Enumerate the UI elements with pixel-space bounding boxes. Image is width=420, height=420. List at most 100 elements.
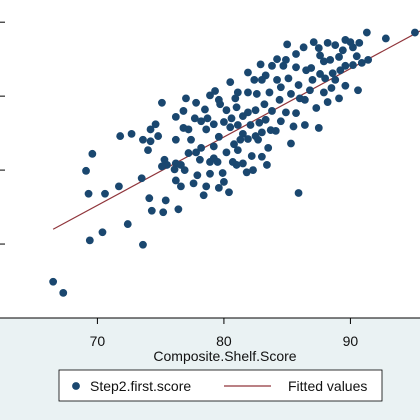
data-point xyxy=(328,69,337,78)
data-point xyxy=(146,125,155,134)
data-point xyxy=(233,88,242,97)
data-point xyxy=(327,84,336,92)
data-point xyxy=(171,135,180,144)
data-point xyxy=(326,56,335,64)
data-point xyxy=(206,158,214,166)
data-point xyxy=(222,148,231,157)
data-point xyxy=(352,52,361,61)
data-point xyxy=(251,106,260,115)
data-point xyxy=(193,171,202,180)
data-point xyxy=(276,117,285,126)
data-point xyxy=(268,107,276,115)
data-point xyxy=(161,196,170,205)
data-point xyxy=(216,100,225,109)
data-point xyxy=(294,189,303,197)
data-point xyxy=(238,159,247,168)
data-point xyxy=(231,94,240,103)
data-point xyxy=(294,81,303,89)
data-point xyxy=(171,176,180,185)
data-point xyxy=(101,189,109,198)
data-point xyxy=(273,55,281,64)
data-point xyxy=(202,182,211,191)
x-tick-label: 80 xyxy=(216,333,232,349)
data-point xyxy=(147,206,156,215)
legend-marker-scatter xyxy=(72,382,80,390)
data-point xyxy=(335,94,343,103)
data-point xyxy=(145,194,154,203)
data-point xyxy=(59,288,68,297)
data-point xyxy=(312,104,321,112)
data-point xyxy=(319,57,328,66)
data-point xyxy=(247,152,256,160)
data-point xyxy=(254,135,262,144)
data-point xyxy=(116,132,125,140)
data-point xyxy=(139,135,147,144)
data-point xyxy=(158,98,166,107)
data-point xyxy=(209,142,218,151)
data-point xyxy=(300,121,309,129)
data-point xyxy=(123,220,132,228)
data-point xyxy=(214,132,223,141)
data-point xyxy=(319,88,328,97)
data-point xyxy=(206,169,214,178)
data-point xyxy=(159,208,168,217)
data-point xyxy=(211,87,219,95)
data-point xyxy=(218,169,227,177)
data-point xyxy=(257,152,266,161)
data-point xyxy=(244,68,252,77)
data-point xyxy=(182,94,190,103)
x-axis: 70 80 90 xyxy=(0,317,420,349)
data-point xyxy=(192,98,200,107)
data-point xyxy=(222,106,231,115)
data-point xyxy=(306,86,314,95)
data-point xyxy=(233,121,242,129)
data-point xyxy=(271,126,280,135)
data-point xyxy=(300,95,309,104)
data-point xyxy=(202,125,211,134)
data-point xyxy=(179,124,188,132)
data-point xyxy=(154,132,163,140)
data-point xyxy=(314,44,323,52)
data-point xyxy=(335,53,343,61)
data-point xyxy=(357,58,366,67)
data-point xyxy=(252,90,261,98)
data-point xyxy=(201,105,209,114)
data-point xyxy=(282,56,290,64)
data-point xyxy=(336,66,345,75)
data-point xyxy=(98,228,107,237)
data-point xyxy=(220,178,228,186)
data-point xyxy=(82,166,90,175)
data-point xyxy=(197,117,206,126)
data-point xyxy=(264,144,273,152)
data-point xyxy=(206,91,214,100)
data-point xyxy=(284,74,293,83)
data-point xyxy=(331,41,340,50)
data-point xyxy=(276,83,285,92)
data-point xyxy=(292,50,300,58)
data-point xyxy=(226,123,235,132)
data-point xyxy=(275,95,284,104)
data-point xyxy=(127,129,136,138)
data-point xyxy=(292,63,300,72)
x-axis-title: Composite.Shelf.Score xyxy=(153,348,296,364)
legend-box xyxy=(58,369,383,402)
data-point xyxy=(349,61,357,69)
data-point xyxy=(214,183,223,192)
data-point xyxy=(238,129,247,138)
legend-label-fitted: Fitted values xyxy=(288,378,367,394)
x-tick-label: 90 xyxy=(343,333,359,349)
data-point xyxy=(364,56,373,64)
data-point xyxy=(273,75,281,84)
data-point xyxy=(85,236,94,245)
data-point xyxy=(226,78,235,86)
data-point xyxy=(171,112,180,121)
data-point xyxy=(411,28,419,37)
data-point xyxy=(192,148,200,157)
data-point xyxy=(177,161,185,169)
data-point xyxy=(314,124,323,132)
data-point xyxy=(225,188,233,197)
data-point xyxy=(84,189,93,198)
data-point xyxy=(299,43,308,52)
data-point xyxy=(260,100,269,109)
